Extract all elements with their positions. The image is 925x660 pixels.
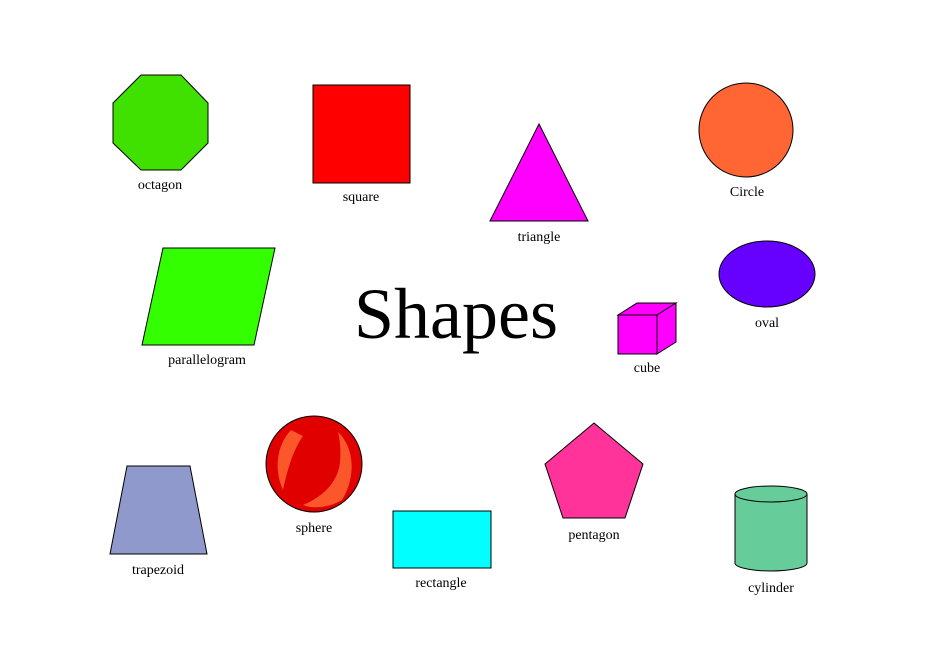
cube-label: cube	[634, 361, 660, 376]
sphere-group: sphere	[265, 415, 363, 536]
square-shape	[312, 84, 411, 184]
octagon-shape	[112, 74, 209, 171]
triangle-shape	[489, 122, 589, 222]
cube-front-face	[617, 314, 658, 355]
oval-label: oval	[755, 316, 779, 331]
circle-label: Circle	[730, 185, 764, 200]
rectangle-group: rectangle	[392, 510, 492, 591]
trapezoid-group: trapezoid	[109, 465, 208, 578]
sphere-label: sphere	[296, 521, 333, 536]
triangle-group: triangle	[489, 122, 589, 245]
sphere-highlight-right	[303, 432, 352, 508]
cylinder-group: cylinder	[734, 485, 808, 596]
oval-group: oval	[718, 240, 816, 331]
pentagon-shape	[544, 422, 644, 519]
circle-shape	[698, 82, 794, 178]
octagon-label: octagon	[138, 178, 182, 193]
cube-side-face	[656, 302, 677, 355]
parallelogram-group: parallelogram	[141, 247, 276, 368]
octagon-group: octagon	[112, 74, 209, 193]
triangle-label: triangle	[518, 230, 561, 245]
sphere-highlight-left	[277, 430, 303, 490]
cylinder-label: cylinder	[748, 581, 794, 596]
cylinder-top	[734, 485, 808, 503]
trapezoid-label: trapezoid	[132, 563, 184, 578]
cube-group: cube	[616, 302, 678, 376]
parallelogram-shape	[141, 247, 276, 346]
square-label: square	[343, 190, 380, 205]
circle-group: Circle	[698, 82, 794, 200]
rectangle-label: rectangle	[415, 576, 466, 591]
pentagon-group: pentagon	[544, 422, 644, 543]
square-group: square	[312, 84, 411, 205]
parallelogram-label: parallelogram	[168, 353, 246, 368]
oval-shape	[718, 240, 816, 308]
poster-title: Shapes	[354, 274, 558, 354]
rectangle-shape	[392, 510, 492, 569]
cylinder-body	[734, 493, 808, 572]
pentagon-label: pentagon	[568, 528, 619, 543]
trapezoid-shape	[109, 465, 208, 555]
